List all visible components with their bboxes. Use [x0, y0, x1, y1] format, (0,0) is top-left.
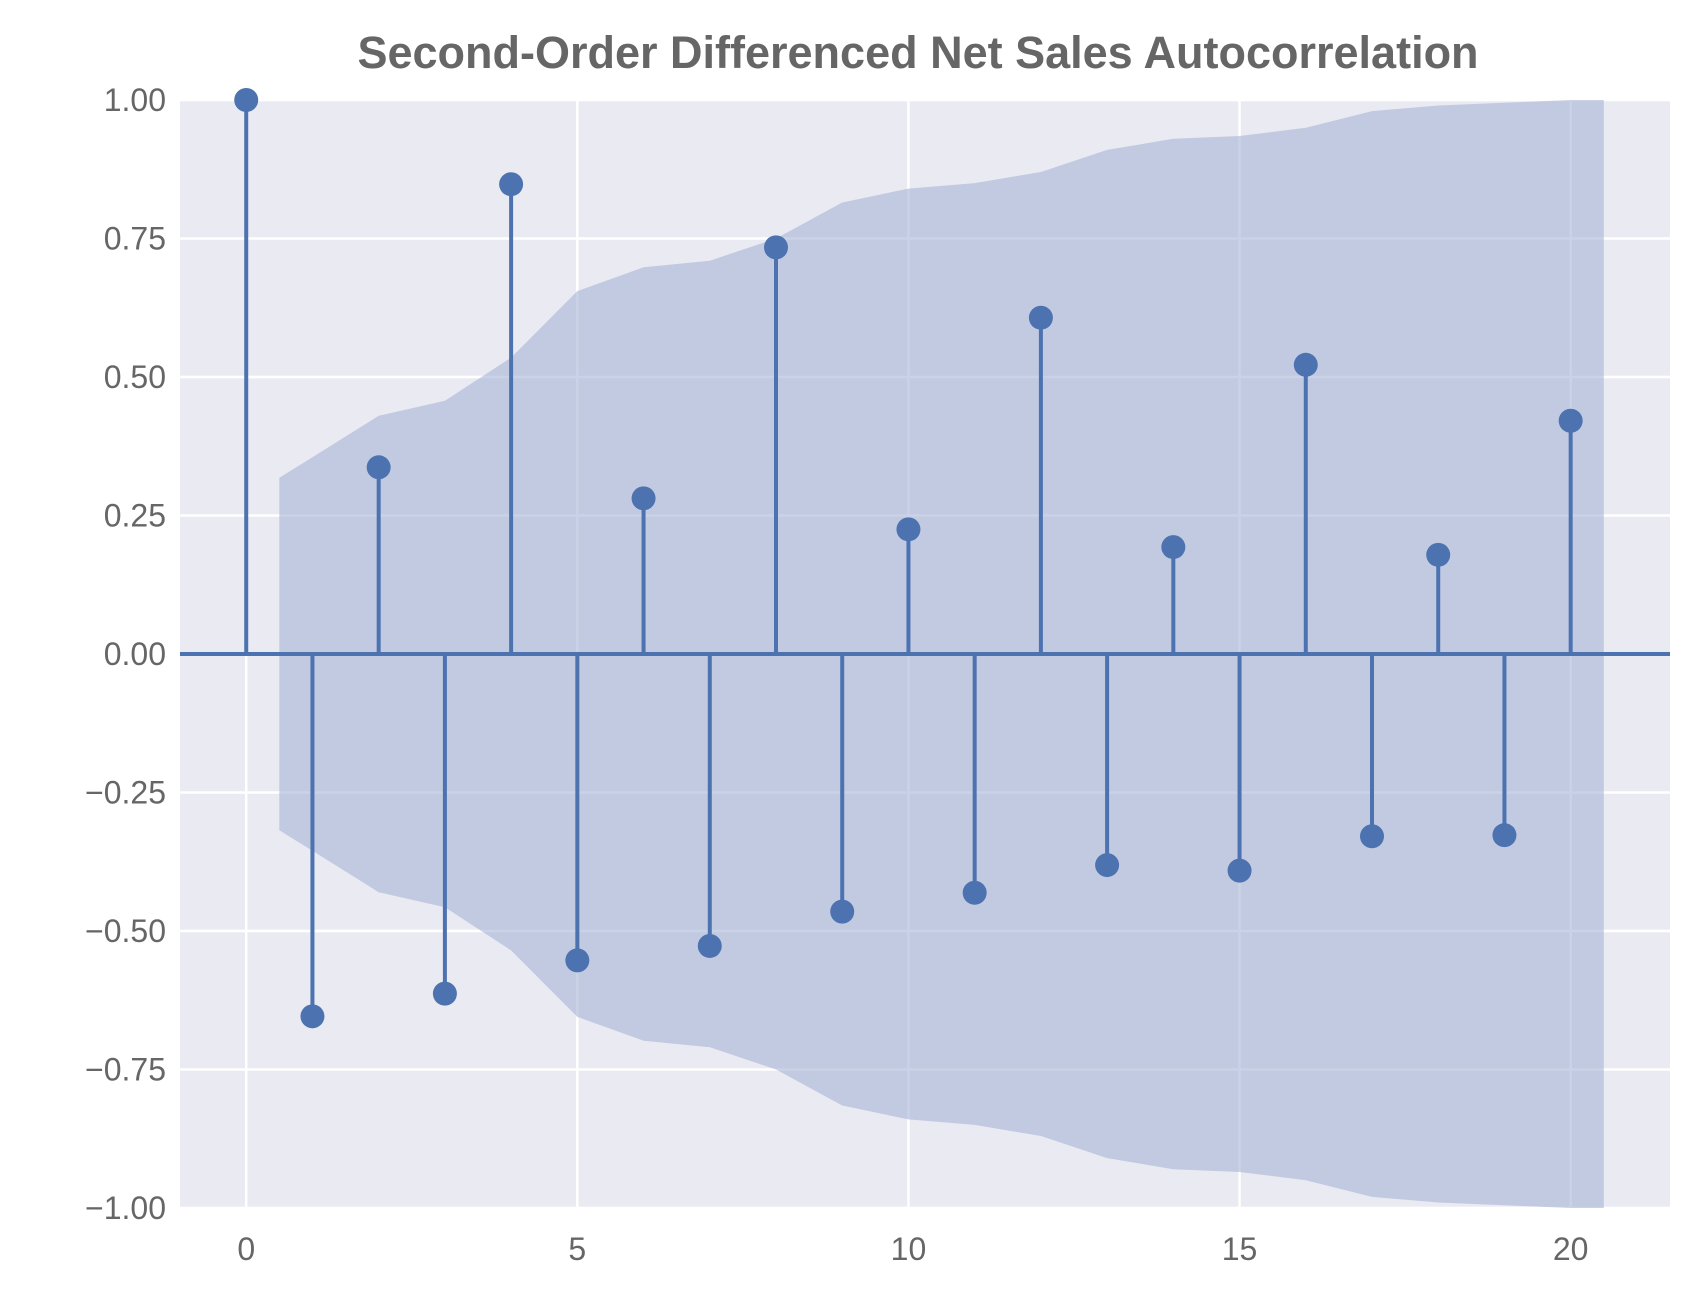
marker-lag-16: [1293, 352, 1318, 377]
marker-lag-2: [366, 455, 391, 480]
y-tick-label: −0.25: [85, 775, 166, 811]
y-tick-label: −0.75: [85, 1052, 166, 1088]
marker-lag-9: [830, 899, 855, 924]
marker-lag-4: [499, 172, 524, 197]
marker-lag-7: [697, 933, 722, 958]
marker-lag-15: [1227, 858, 1252, 883]
y-tick-label: 1.00: [104, 82, 166, 118]
x-tick-label: 15: [1222, 1231, 1258, 1267]
marker-lag-3: [432, 981, 457, 1006]
x-tick-label: 10: [891, 1231, 927, 1267]
y-tick-label: 0.75: [104, 221, 166, 257]
chart-title: Second-Order Differenced Net Sales Autoc…: [357, 27, 1478, 78]
y-tick-label: −1.00: [85, 1190, 166, 1226]
x-tick-label: 20: [1553, 1231, 1589, 1267]
marker-lag-14: [1161, 535, 1186, 560]
marker-lag-1: [300, 1004, 325, 1029]
x-tick-label: 0: [237, 1231, 255, 1267]
marker-lag-18: [1426, 542, 1451, 567]
marker-lag-19: [1492, 823, 1517, 848]
y-tick-label: 0.25: [104, 498, 166, 534]
marker-lag-8: [764, 235, 788, 260]
x-tick-label: 5: [568, 1231, 586, 1267]
stems: [244, 100, 1573, 1017]
marker-lag-0: [234, 88, 259, 112]
marker-lag-20: [1558, 408, 1583, 433]
markers: [234, 88, 1583, 1029]
marker-lag-6: [631, 486, 656, 511]
marker-lag-17: [1360, 824, 1384, 849]
marker-lag-11: [962, 880, 987, 905]
marker-lag-12: [1028, 305, 1053, 330]
y-tick-label: 0.50: [104, 359, 166, 395]
marker-lag-5: [565, 948, 590, 973]
y-tick-label: 0.00: [104, 636, 166, 672]
marker-lag-10: [896, 517, 921, 542]
marker-lag-13: [1095, 853, 1120, 878]
y-tick-label: −0.50: [85, 913, 166, 949]
